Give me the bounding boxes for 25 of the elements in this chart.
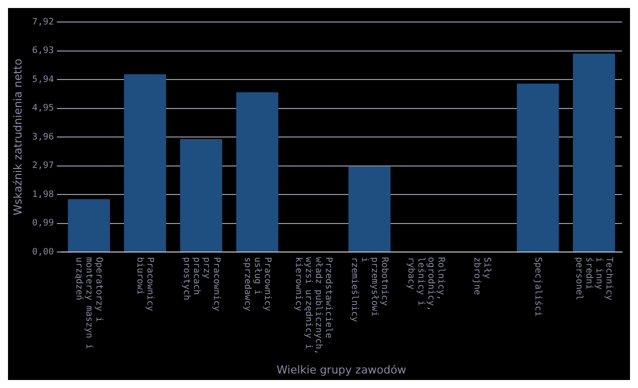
bar (572, 54, 615, 252)
y-tick-label: 0,00 (32, 247, 54, 258)
bar (180, 139, 222, 252)
bar (68, 199, 110, 252)
y-tick-label: 3,96 (32, 132, 54, 142)
bar (348, 166, 391, 252)
y-tick-label: 4,95 (32, 104, 54, 114)
x-axis-title: Wielkie grupy zawodów (276, 363, 406, 376)
y-tick-label: 0,99 (32, 218, 54, 229)
x-tick-label: Rolnicy, ogrodnicy, leśnicy i rybacy (405, 257, 446, 312)
bar (124, 74, 166, 252)
y-tick-label: 1,98 (32, 190, 54, 200)
x-tick-label: Siły zbrojne (471, 257, 492, 295)
y-tick-label: 2,97 (32, 161, 54, 172)
y-axis-title: Wskaźnik zatrudnienia netto (11, 58, 24, 216)
x-tick-label: Technicy i inny średni personel (574, 257, 614, 301)
bar (516, 84, 559, 252)
y-tick-label: 5,94 (32, 74, 54, 85)
y-tick-label: 6,93 (32, 46, 54, 56)
x-tick-label: Operatorzy i monterzy maszyn i urządzeń (74, 257, 104, 350)
bar (236, 92, 278, 252)
x-tick-label: Specjaliści (532, 257, 544, 317)
y-tick-label: 7,92 (32, 17, 54, 28)
x-tick-label: Pracownicy biurowi (134, 257, 155, 312)
x-tick-label: Pracownicy przy pracach prostych (180, 257, 221, 312)
